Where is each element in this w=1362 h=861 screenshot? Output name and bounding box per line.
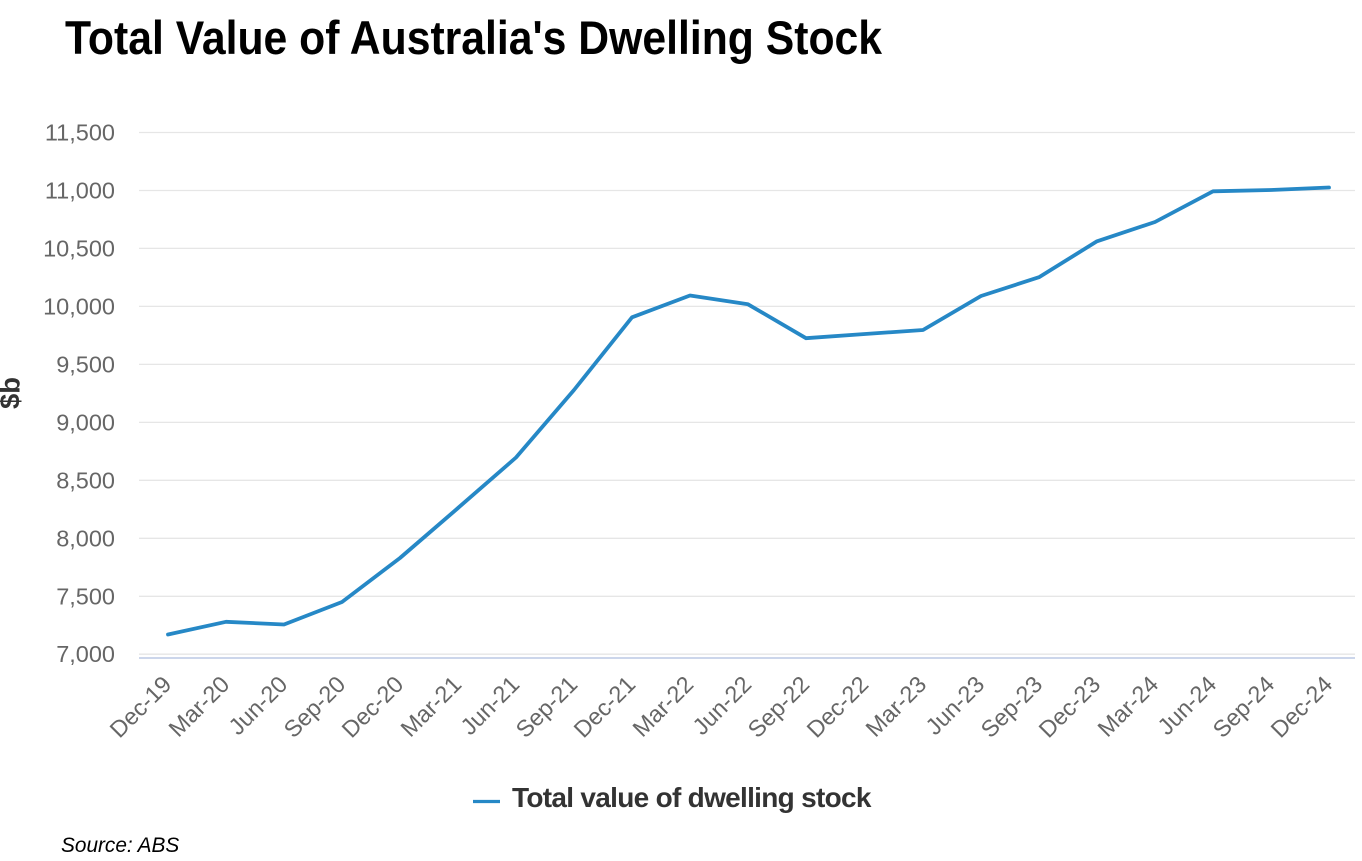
svg-text:Dec-21: Dec-21 <box>569 671 641 743</box>
svg-text:11,500: 11,500 <box>45 120 115 146</box>
svg-text:Dec-22: Dec-22 <box>802 671 874 743</box>
svg-text:Sep-23: Sep-23 <box>976 671 1048 743</box>
svg-text:10,500: 10,500 <box>43 235 115 261</box>
svg-text:Jun-24: Jun-24 <box>1152 671 1221 740</box>
svg-text:Mar-21: Mar-21 <box>396 671 467 742</box>
svg-text:Mar-24: Mar-24 <box>1093 671 1164 742</box>
svg-text:Sep-22: Sep-22 <box>743 671 815 743</box>
svg-text:Dec-24: Dec-24 <box>1266 671 1338 743</box>
svg-text:Jun-23: Jun-23 <box>920 671 989 740</box>
svg-text:7,000: 7,000 <box>56 641 115 667</box>
svg-text:Dec-20: Dec-20 <box>337 671 409 743</box>
svg-text:Sep-20: Sep-20 <box>279 671 351 743</box>
svg-text:Sep-24: Sep-24 <box>1208 671 1280 743</box>
svg-text:8,500: 8,500 <box>56 467 115 493</box>
svg-text:Sep-21: Sep-21 <box>511 671 583 743</box>
svg-text:$b: $b <box>0 377 26 409</box>
svg-text:Mar-20: Mar-20 <box>164 671 235 742</box>
svg-text:9,000: 9,000 <box>56 409 115 435</box>
svg-text:10,000: 10,000 <box>43 293 115 319</box>
svg-text:8,000: 8,000 <box>56 525 115 551</box>
svg-text:Mar-23: Mar-23 <box>861 671 932 742</box>
svg-text:Mar-22: Mar-22 <box>628 671 699 742</box>
svg-text:7,500: 7,500 <box>56 583 115 609</box>
svg-text:Jun-20: Jun-20 <box>223 671 292 740</box>
svg-text:Dec-19: Dec-19 <box>105 671 177 743</box>
svg-text:Jun-22: Jun-22 <box>687 671 756 740</box>
svg-text:9,500: 9,500 <box>56 351 115 377</box>
svg-text:Jun-21: Jun-21 <box>455 671 524 740</box>
svg-text:11,000: 11,000 <box>45 178 115 204</box>
svg-text:Dec-23: Dec-23 <box>1034 671 1106 743</box>
svg-text:Total value of dwelling stock: Total value of dwelling stock <box>512 782 872 813</box>
